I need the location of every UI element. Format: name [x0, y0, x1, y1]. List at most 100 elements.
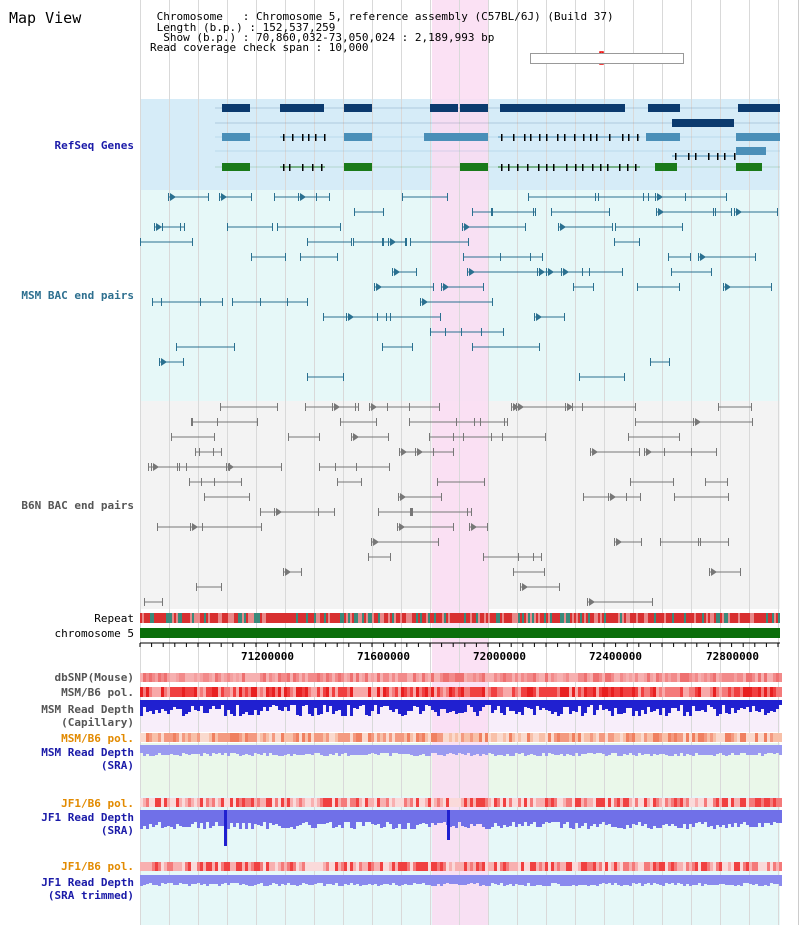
track-label-b6n-bac[interactable]: B6N BAC end pairs	[21, 499, 134, 512]
track-label-jf1-depth-trim-1[interactable]: JF1 Read Depth	[41, 876, 134, 889]
b6n-bac-pair-end	[319, 433, 320, 441]
dbsnp-cell	[374, 673, 377, 682]
msm-pol2-cell	[392, 733, 395, 742]
jf1-trim-depth-bar	[599, 875, 602, 884]
dbsnp-cell	[194, 673, 197, 682]
repeat-segment	[672, 613, 674, 623]
jf1-trim-depth-bar	[743, 875, 746, 883]
repeat-segment	[470, 613, 472, 623]
repeat-segment	[488, 613, 490, 623]
msm-sra-depth-bar	[239, 745, 242, 756]
b6n-bac-pair-arrow	[192, 523, 198, 531]
msm-pol2-cell	[260, 733, 263, 742]
track-label-refseq[interactable]: RefSeq Genes	[54, 139, 134, 152]
jf1-pol2-cell	[197, 862, 200, 871]
track-label-msm-depth-cap-1[interactable]: MSM Read Depth	[41, 703, 134, 716]
msm-cap-depth-bar	[605, 700, 608, 709]
msm-sra-depth-bar	[509, 745, 512, 756]
track-label-msm-depth-sra-1[interactable]: MSM Read Depth	[41, 746, 134, 759]
msm-sra-depth-bar	[737, 745, 740, 755]
jf1-pol-cell	[563, 798, 566, 807]
track-label-msm-pol-1[interactable]: MSM/B6 pol.	[61, 686, 134, 699]
b6n-bac-pair-end	[474, 418, 475, 426]
msm-sra-depth-bar	[581, 745, 584, 754]
msm-pol2-cell	[653, 733, 656, 742]
msm-cap-depth-bar	[374, 700, 377, 705]
repeat-segment	[326, 613, 328, 623]
repeat-segment	[694, 613, 696, 623]
msm-cap-depth-bar	[689, 700, 692, 716]
repeat-segment	[246, 613, 248, 623]
track-label-msm-pol-2[interactable]: MSM/B6 pol.	[61, 732, 134, 745]
msm-pol-cell	[437, 687, 440, 697]
b6n-bac-pair-end	[397, 523, 398, 531]
msm-bac-pair-end	[731, 208, 732, 216]
dbsnp-cell	[347, 673, 350, 682]
repeat-segment	[162, 613, 164, 623]
msm-sra-depth-bar	[671, 745, 674, 756]
jf1-sra-depth-bar	[407, 810, 410, 823]
track-label-dbsnp[interactable]: dbSNP(Mouse)	[54, 671, 134, 684]
jf1-trim-depth-bar	[761, 875, 764, 886]
track-label-jf1-pol-1[interactable]: JF1/B6 pol.	[61, 797, 134, 810]
track-label-msm-depth-sra-2[interactable]: (SRA)	[100, 759, 134, 772]
repeat-segment	[718, 613, 720, 623]
track-label-jf1-pol-2[interactable]: JF1/B6 pol.	[61, 860, 134, 873]
msm-pol2-cell	[458, 733, 461, 742]
jf1-trim-depth-bar	[362, 875, 365, 885]
jf1-sra-depth-bar	[314, 810, 317, 828]
msm-cap-depth-bar	[221, 700, 224, 705]
jf1-trim-depth-bar	[167, 875, 170, 883]
dbsnp-cell	[248, 673, 251, 682]
msm-sra-depth-bar	[776, 745, 779, 753]
jf1-trim-depth-bar	[269, 875, 272, 885]
track-label-msm-bac[interactable]: MSM BAC end pairs	[21, 289, 134, 302]
msm-pol-cell	[143, 687, 146, 697]
track-label-msm-depth-cap-2[interactable]: (Capillary)	[61, 716, 134, 729]
msm-pol-cell	[347, 687, 350, 697]
dbsnp-cell	[494, 673, 497, 682]
msm-pol2-cell	[368, 733, 371, 742]
jf1-sra-depth-bar	[521, 810, 524, 826]
msm-pol-cell	[749, 687, 752, 697]
msm-pol-cell	[272, 687, 275, 697]
jf1-pol-cell	[356, 798, 359, 807]
jf1-pol-cell	[554, 798, 557, 807]
track-label-jf1-depth-sra-2[interactable]: (SRA)	[100, 824, 134, 837]
repeat-segment	[286, 613, 288, 623]
msm-cap-depth-bar	[287, 700, 290, 711]
jf1-pol2-cell	[482, 862, 485, 871]
msm-sra-depth-bar	[779, 745, 782, 755]
jf1-pol-cell	[353, 798, 356, 807]
msm-sra-depth-bar	[659, 745, 662, 754]
dbsnp-cell	[539, 673, 542, 682]
msm-pol2-cell	[320, 733, 323, 742]
jf1-pol-cell	[440, 798, 443, 807]
track-label-jf1-depth-sra-1[interactable]: JF1 Read Depth	[41, 811, 134, 824]
msm-pol2-cell	[731, 733, 734, 742]
b6n-bac-pair-end	[700, 538, 701, 546]
jf1-pol2-cell	[422, 862, 425, 871]
jf1-pol-cell	[245, 798, 248, 807]
msm-pol-cell	[623, 687, 626, 697]
msm-cap-depth-bar	[515, 700, 518, 714]
dbsnp-cell	[200, 673, 203, 682]
jf1-pol2-cell	[386, 862, 389, 871]
b6n-bac-pair-end	[283, 568, 284, 576]
jf1-sra-depth-bar	[149, 810, 152, 824]
jf1-sra-depth-bar	[653, 810, 656, 826]
msm-sra-depth-bar	[521, 745, 524, 753]
chromosome-ideogram[interactable]	[530, 53, 684, 64]
msm-pol-cell	[590, 687, 593, 697]
jf1-trim-depth-bar	[188, 875, 191, 886]
jf1-sra-depth-bar	[773, 810, 776, 822]
b6n-bac-pair-end	[390, 553, 391, 561]
jf1-trim-depth-bar	[335, 875, 338, 883]
msm-cap-depth-bar	[761, 700, 764, 709]
msm-sra-depth-bar	[668, 745, 671, 756]
jf1-trim-depth-bar	[728, 875, 731, 885]
jf1-trim-depth-bar	[149, 875, 152, 883]
dbsnp-cell	[218, 673, 221, 682]
jf1-pol-cell	[287, 798, 290, 807]
track-label-jf1-depth-trim-2[interactable]: (SRA trimmed)	[47, 889, 134, 902]
